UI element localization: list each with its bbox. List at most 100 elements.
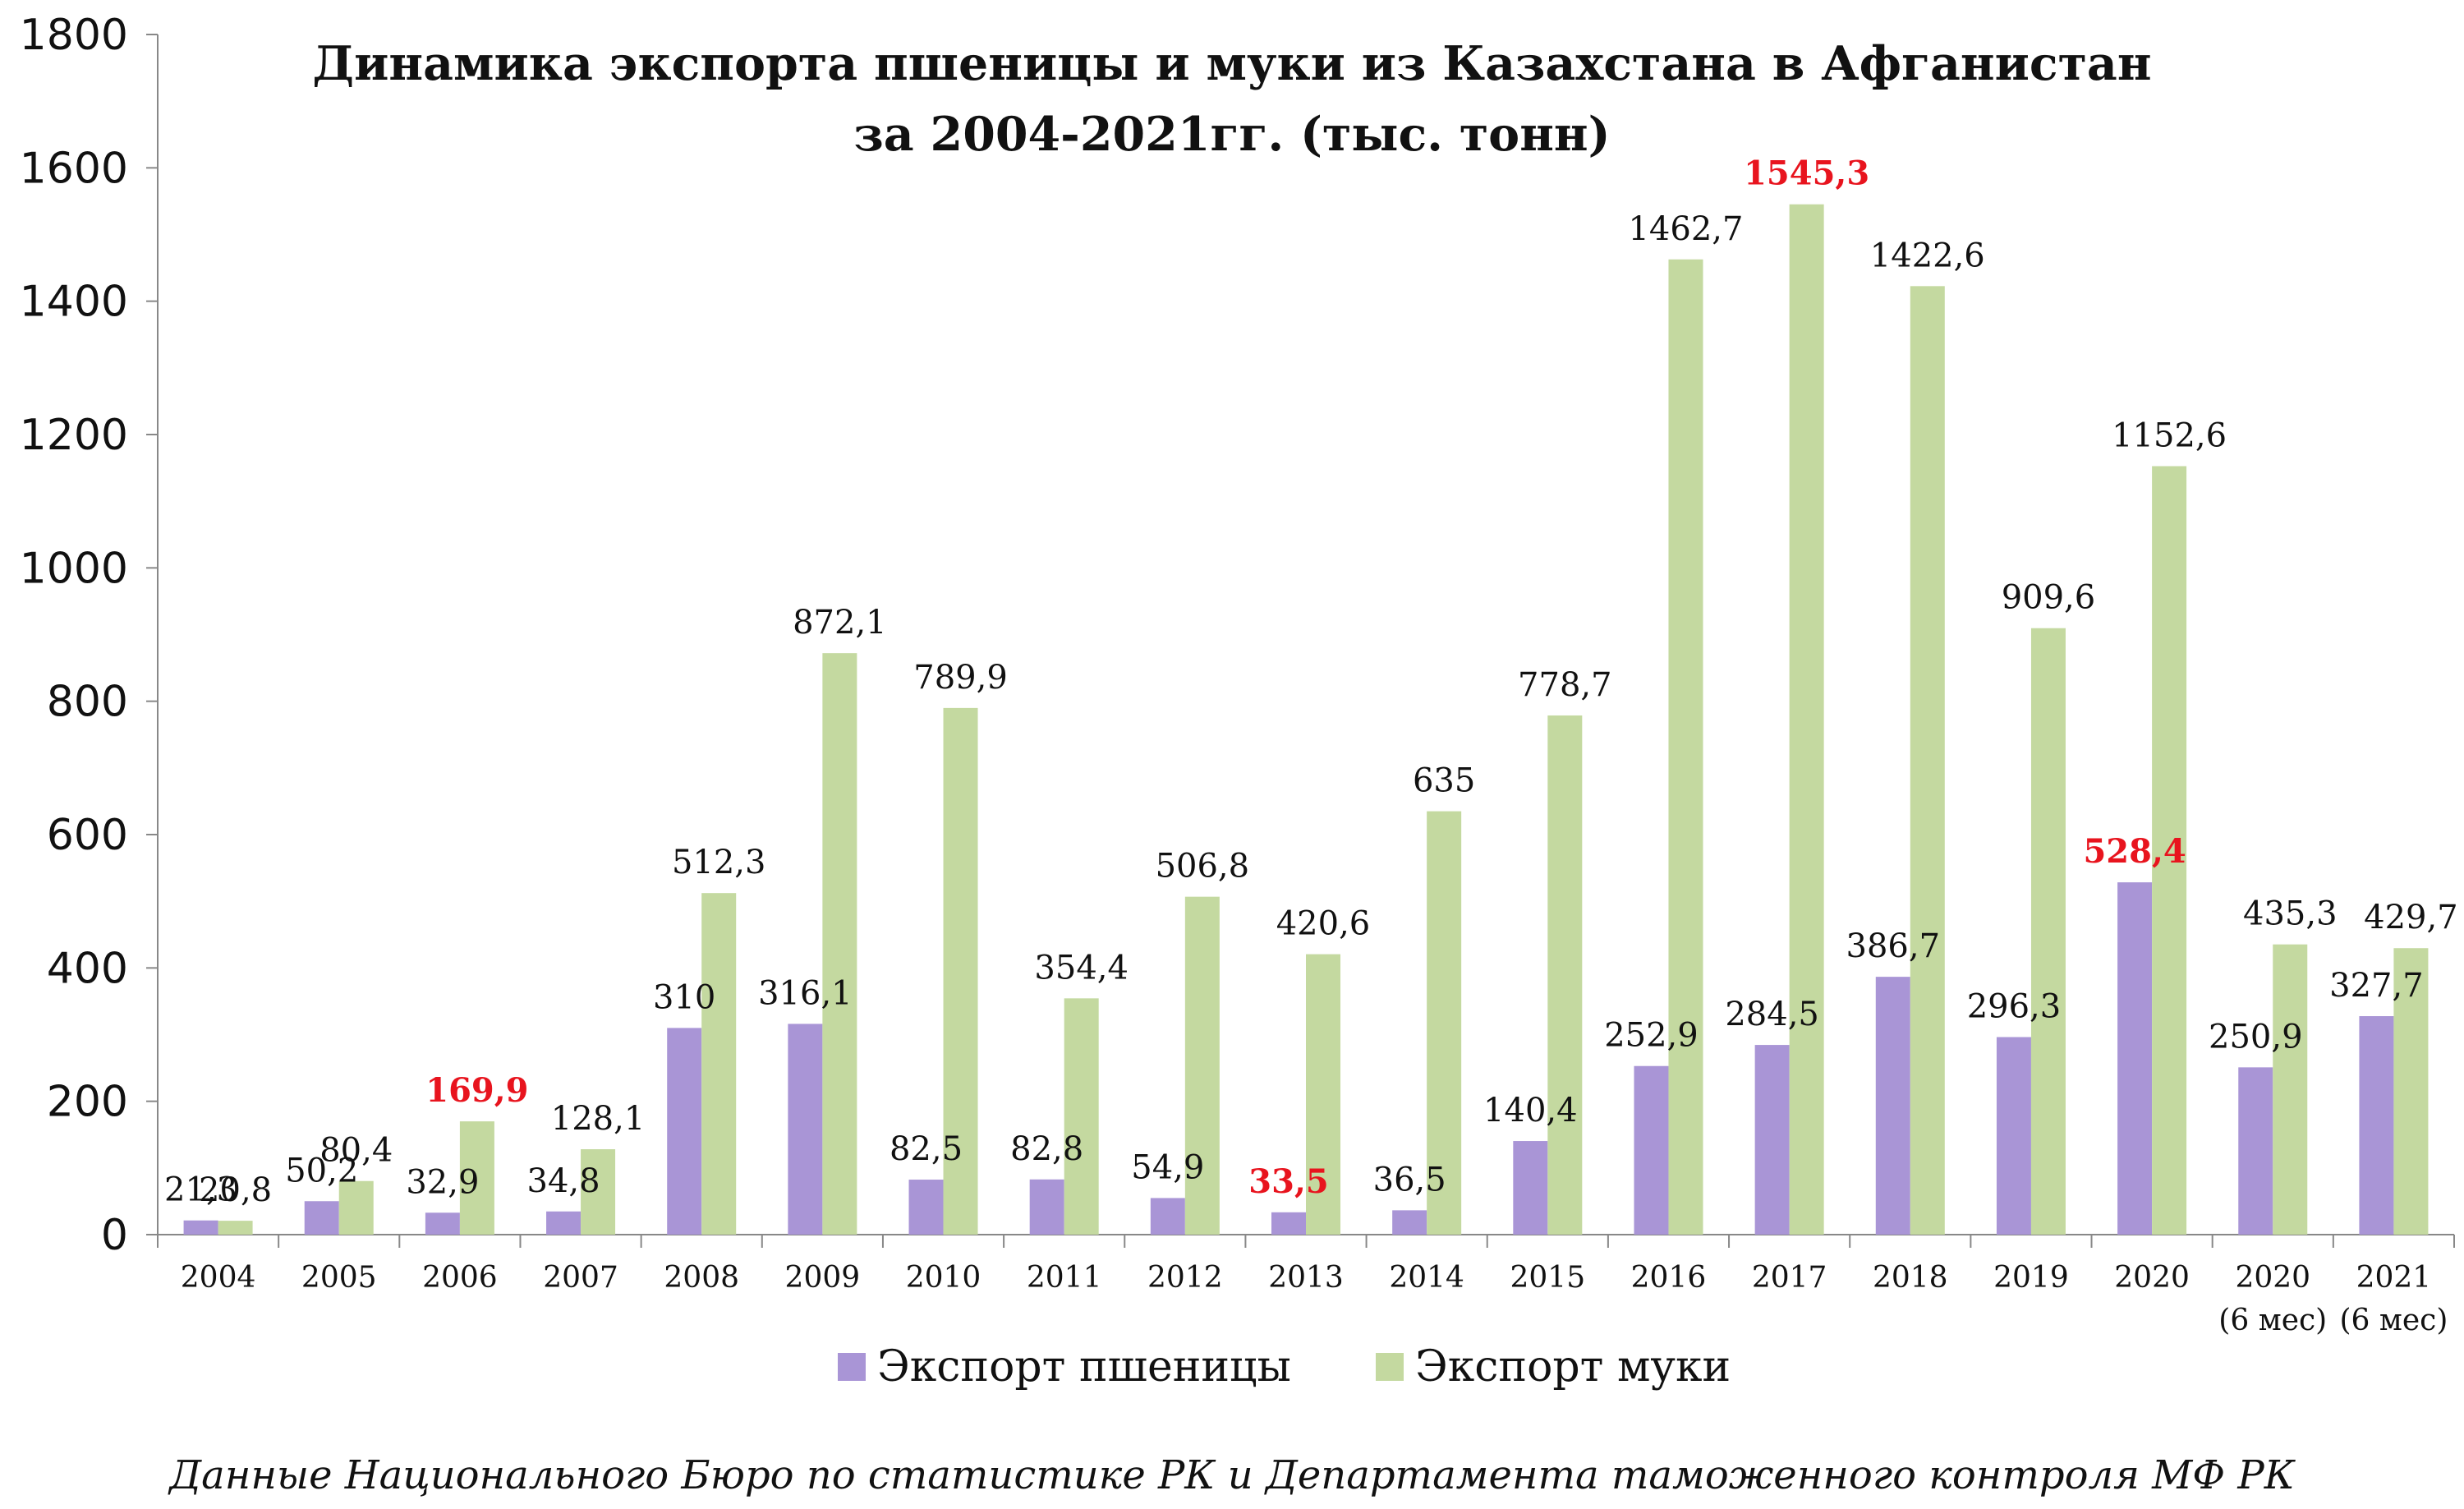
x-tick-label: 2007 [543,1261,618,1295]
bars [183,204,2429,1235]
wheat-export-value-label: 82,8 [1010,1130,1083,1168]
wheat-export-value-label: 250,9 [2209,1018,2303,1056]
wheat-export-bar [183,1220,218,1235]
y-tick-label: 1400 [20,278,128,327]
wheat-export-value-label: 252,9 [1604,1017,1699,1055]
y-tick-label: 400 [47,944,128,993]
flour-export-value-label: 429,7 [2364,899,2458,936]
x-tick-label: 2009 [785,1261,861,1295]
wheat-export-bar [2359,1016,2394,1235]
x-tick-sublabel: (6 мес) [2339,1304,2448,1337]
wheat-export-value-label: 36,5 [1373,1161,1446,1198]
flour-export-value-label: 420,6 [1276,905,1371,943]
x-tick-label: 2004 [181,1261,256,1295]
x-tick-label: 2017 [1752,1261,1827,1295]
flour-export-value-label: 169,9 [425,1071,528,1110]
flour-export-value-label: 635 [1413,762,1475,800]
x-tick-label: 2015 [1510,1261,1586,1295]
flour-export-bar [2393,948,2429,1235]
y-tick-label: 0 [101,1211,128,1260]
wheat-export-bar [908,1180,944,1235]
flour-export-bar [1910,286,1945,1235]
wheat-export-value-label: 33,5 [1248,1162,1328,1201]
flour-export-bar [338,1180,374,1235]
wheat-export-value-label: 316,1 [758,974,853,1012]
flour-export-bar [1427,811,1462,1235]
wheat-export-value-label: 34,8 [527,1162,600,1200]
x-tick-label: 2014 [1389,1261,1464,1295]
x-tick-label: 2019 [1993,1261,2069,1295]
flour-export-value-label: 778,7 [1518,666,1612,704]
flour-export-bar [1184,896,1220,1235]
legend-swatch-wheat [838,1353,866,1381]
x-tick-label: 2006 [422,1261,498,1295]
y-tick-label: 600 [47,811,128,860]
x-tick-label: 2010 [906,1261,981,1295]
chart-title-line2: за 2004-2021гг. (тыс. тонн) [853,107,1610,162]
y-tick-label: 1800 [20,11,128,60]
wheat-export-value-label: 82,5 [890,1130,963,1168]
wheat-export-bar [1875,977,1910,1235]
y-tick-label: 1000 [20,544,128,593]
flour-export-value-label: 506,8 [1156,848,1250,886]
flour-export-bar [1668,259,1703,1235]
wheat-export-bar [425,1212,460,1235]
wheat-export-value-label: 296,3 [1967,988,2062,1026]
y-tick-label: 1200 [20,411,128,460]
y-tick-label: 200 [47,1078,128,1127]
flour-export-bar [2273,944,2308,1235]
wheat-export-bar [304,1201,339,1235]
wheat-export-value-label: 50,2 [285,1152,358,1189]
flour-export-bar [701,893,737,1235]
chart-title-line1: Динамика экспорта пшеницы и муки из Каза… [312,36,2151,91]
flour-export-value-label: 1422,6 [1870,237,1985,274]
flour-export-bar [822,653,857,1235]
wheat-export-bar [1513,1141,1548,1235]
flour-export-value-label: 128,1 [551,1100,646,1138]
flour-export-bar [218,1221,253,1235]
wheat-export-value-label: 528,4 [2083,832,2186,871]
wheat-export-bar [1392,1210,1427,1235]
x-tick-label: 2005 [301,1261,377,1295]
legend-label-flour: Экспорт муки [1415,1342,1731,1392]
wheat-export-bar [1754,1045,1790,1235]
y-axis: 0 200 400 600 800 1000 1200 1400 1600 1800 [20,11,159,1260]
x-tick-label: 2012 [1147,1261,1223,1295]
flour-export-bar [1789,204,1824,1235]
wheat-export-bar [1029,1179,1064,1235]
wheat-export-bar [546,1211,582,1235]
legend: Экспорт пшеницы Экспорт муки [838,1342,1731,1392]
x-tick-label: 2020 [2114,1261,2190,1295]
flour-export-value-label: 80,4 [319,1132,393,1170]
flour-export-value-label: 1462,7 [1628,210,1743,248]
flour-export-bar [1064,998,1099,1235]
wheat-export-value-label: 54,9 [1131,1148,1204,1186]
flour-export-value-label: 1545,3 [1744,154,1869,193]
wheat-export-value-label: 140,4 [1483,1092,1578,1129]
wheat-export-bar [2117,882,2153,1235]
y-tick-label: 1600 [20,144,128,193]
wheat-export-bar [667,1028,702,1235]
x-tick-label: 2021 [2356,1261,2432,1295]
flour-export-value-label: 789,9 [913,659,1008,697]
flour-export-value-label: 1152,6 [2112,416,2227,454]
wheat-export-bar [788,1024,823,1235]
wheat-export-value-label: 386,7 [1846,927,1941,965]
flour-export-bar [1306,954,1340,1235]
wheat-export-bar [1634,1065,1669,1235]
y-tick-label: 800 [47,678,128,727]
flour-export-value-label: 435,3 [2243,895,2338,933]
source-note: Данные Национального Бюро по статистике … [168,1452,2296,1498]
x-tick-sublabel: (6 мес) [2218,1304,2327,1337]
wheat-export-value-label: 310 [653,978,715,1016]
flour-export-bar [1547,715,1583,1235]
x-axis: 2004 2005 2006 2007 2008 2009 2010 2011 2012 2013… [157,1234,2455,1337]
flour-export-value-label: 909,6 [2002,579,2096,617]
x-tick-label: 2016 [1631,1261,1707,1295]
wheat-export-value-label: 284,5 [1725,996,1819,1033]
flour-export-bar [581,1149,616,1235]
x-tick-label: 2011 [1027,1261,1102,1295]
flour-export-bar [459,1121,494,1235]
flour-export-bar [943,707,978,1235]
